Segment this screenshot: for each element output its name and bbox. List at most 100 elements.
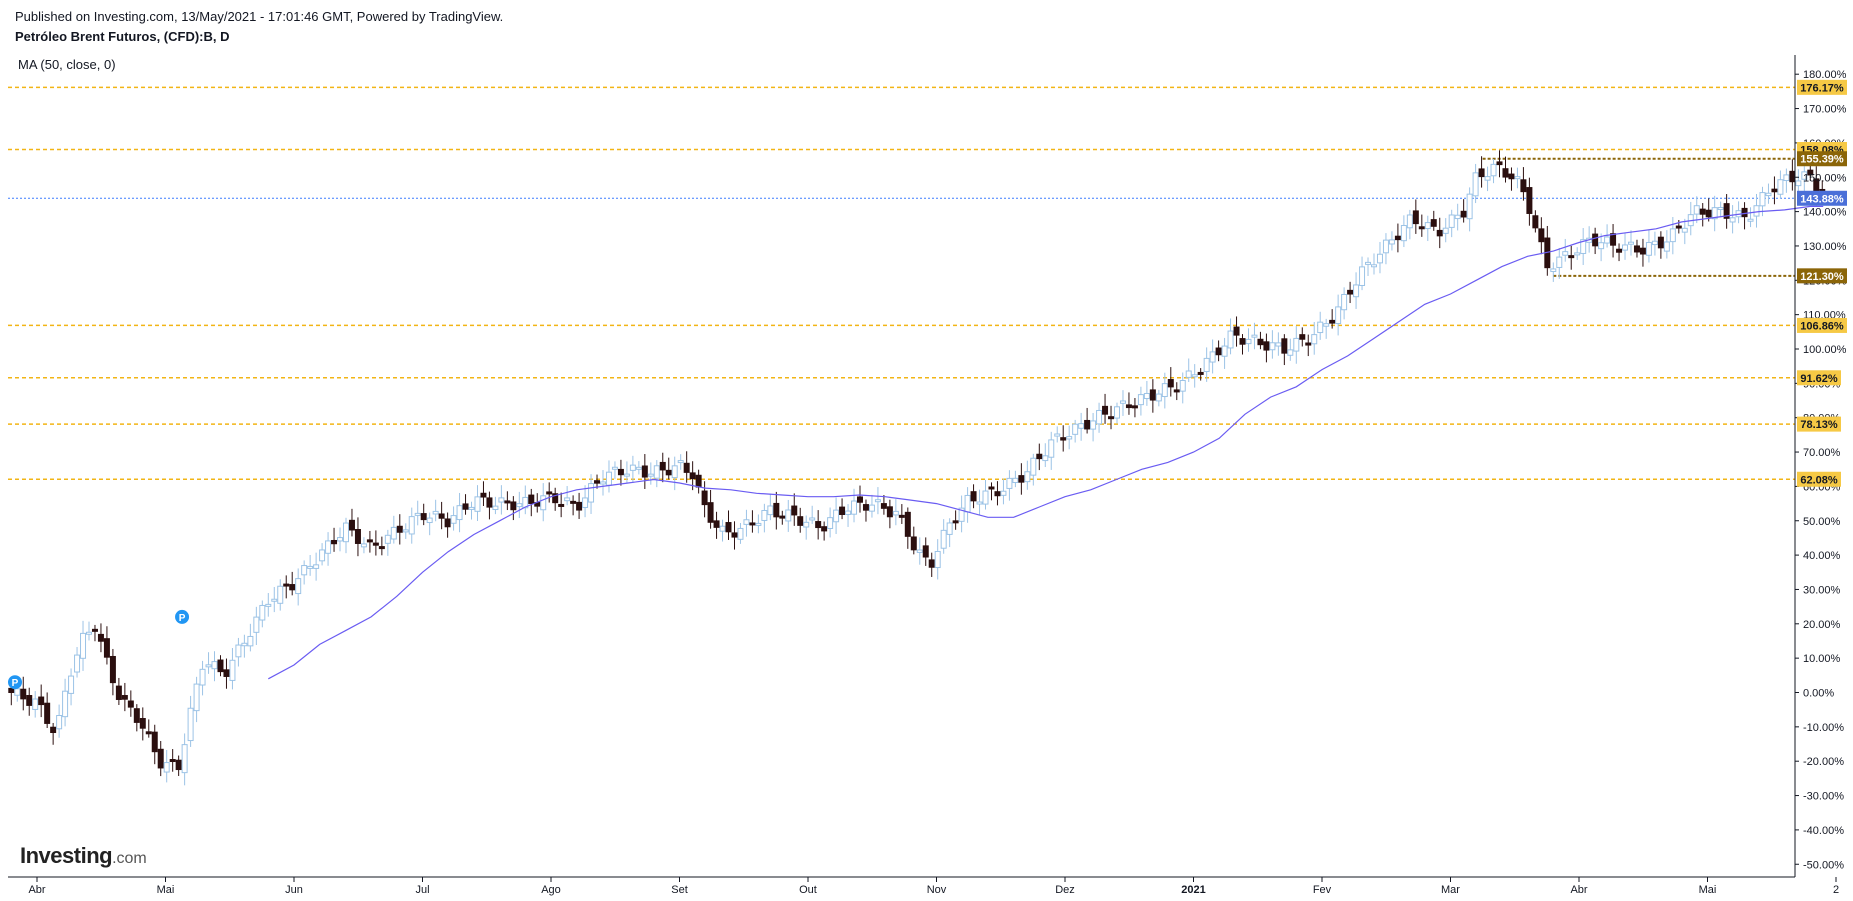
candle-bearish [815, 521, 822, 529]
candle-bearish [1520, 179, 1527, 193]
candle-bearish [904, 511, 911, 537]
candle-bullish [1078, 423, 1085, 429]
candle-bullish [1466, 193, 1473, 220]
candle-bearish [91, 628, 98, 632]
x-tick-label: Set [671, 884, 688, 896]
y-tick-label: -20.00% [1803, 756, 1844, 768]
candle-bullish [1604, 236, 1611, 244]
candle-bullish [1783, 174, 1790, 182]
candle-bullish [1376, 253, 1383, 264]
candle-bullish [767, 505, 774, 516]
y-tick-label: 0.00% [1803, 688, 1834, 700]
y-tick-label: 50.00% [1803, 516, 1841, 528]
candle-bullish [1574, 252, 1581, 256]
horizontal-levels [8, 86, 1795, 481]
candle-bearish [695, 474, 702, 488]
candle-bullish [1137, 394, 1144, 406]
candle-bullish [247, 635, 254, 647]
candle-bullish [946, 522, 953, 535]
candle-bearish [665, 469, 672, 476]
candle-bearish [1771, 188, 1778, 193]
candle-bullish [277, 585, 284, 604]
candle-bullish [1388, 239, 1395, 245]
candle-bearish [169, 759, 176, 763]
event-marker-icon[interactable] [8, 675, 22, 690]
ma50-line [268, 205, 1824, 680]
candle-bullish [1777, 179, 1784, 195]
candle-bearish [749, 522, 756, 526]
candle-bearish [570, 500, 577, 504]
candle-bearish [898, 514, 905, 518]
candle-bearish [856, 496, 863, 503]
candle-bearish [366, 539, 373, 543]
candle-bullish [271, 598, 278, 602]
candle-bearish [1478, 168, 1485, 178]
candle-bullish [653, 465, 660, 479]
candle-bearish [1281, 338, 1288, 354]
candle-bearish [1125, 404, 1132, 409]
candle-bearish [1347, 289, 1354, 295]
candle-bullish [803, 521, 810, 528]
y-tick-label: 140.00% [1803, 207, 1847, 219]
y-tick-label: -30.00% [1803, 791, 1844, 803]
x-tick-label: Abr [28, 884, 45, 896]
candle-bullish [1645, 241, 1652, 256]
candle-bullish [1353, 284, 1360, 298]
candle-bearish [779, 515, 786, 519]
candle-bearish [1538, 228, 1545, 243]
candle-bearish [528, 494, 535, 504]
candle-bullish [916, 549, 923, 553]
candle-bullish [414, 512, 421, 516]
candle-bearish [354, 529, 361, 544]
candle-bearish [1233, 326, 1240, 336]
candle-bearish [289, 584, 296, 591]
candle-bearish [886, 506, 893, 518]
candle-bullish [456, 505, 463, 521]
event-marker-icon[interactable] [175, 609, 190, 624]
candle-bearish [1633, 245, 1640, 253]
candle-bullish [1006, 477, 1013, 489]
candle-bullish [1269, 342, 1276, 351]
candle-bullish [1293, 337, 1300, 352]
candle-bullish [85, 631, 92, 635]
candle-bearish [701, 490, 708, 506]
candle-bearish [821, 526, 828, 532]
candle-bullish [1251, 334, 1258, 338]
candles [8, 150, 1826, 786]
candle-bearish [1502, 168, 1509, 178]
candle-bullish [408, 516, 415, 535]
candle-bullish [1795, 180, 1802, 187]
candle-bearish [127, 700, 134, 708]
candle-bullish [976, 501, 983, 505]
candle-bullish [1119, 400, 1126, 404]
y-tick-label: 20.00% [1803, 619, 1841, 631]
candle-bearish [970, 491, 977, 502]
candle-bearish [510, 501, 517, 511]
candle-bullish [1359, 266, 1366, 286]
candle-bullish [450, 515, 457, 524]
candle-bullish [390, 526, 397, 540]
candle-bearish [103, 638, 110, 658]
candle-bearish [1239, 338, 1246, 345]
candle-bullish [1024, 471, 1031, 483]
candle-bearish [175, 759, 182, 771]
candle-bearish [444, 518, 451, 528]
candle-bullish [1012, 477, 1019, 484]
x-tick-label: Mar [1441, 884, 1460, 896]
candle-bullish [1185, 370, 1192, 378]
candle-bearish [378, 546, 385, 550]
candle-bearish [486, 497, 493, 508]
candle-bullish [1448, 214, 1455, 228]
x-axis: Abr Mai Jun Jul Ago Set Out Nov Dez 2021 Fev Mar Abr… [28, 877, 1839, 896]
candle-bearish [438, 513, 445, 519]
y-tick-label: -10.00% [1803, 722, 1844, 734]
candle-bullish [1442, 227, 1449, 234]
level-label: 143.88% [1800, 193, 1844, 205]
event-marker-label: P [179, 613, 186, 624]
ma-indicator-legend[interactable]: MA (50, close, 0) [18, 57, 116, 72]
candle-bullish [1681, 227, 1688, 233]
candle-bullish [833, 509, 840, 523]
candle-bullish [629, 464, 636, 471]
level-label-box [1797, 79, 1847, 95]
